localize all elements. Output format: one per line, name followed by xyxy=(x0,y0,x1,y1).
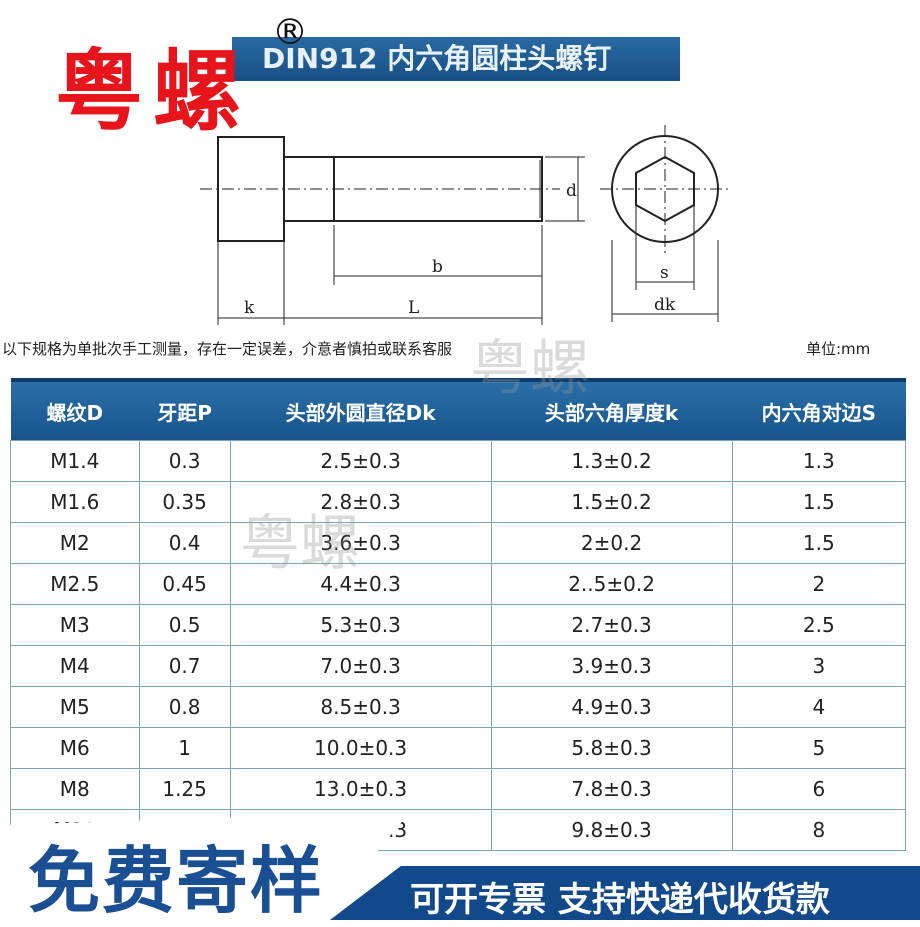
table-cell: 1 xyxy=(138,727,231,769)
table-row: M6 1 10.0±0.3 5.8±0.3 5 xyxy=(10,727,907,769)
hex-socket xyxy=(635,155,695,223)
table-cell: 7.8±0.3 xyxy=(490,768,733,810)
table-cell: 5 xyxy=(731,727,907,769)
label-dk: dk xyxy=(654,295,676,315)
banner-right-bg xyxy=(330,866,920,920)
table-cell: 0.35 xyxy=(138,481,231,523)
label-s: s xyxy=(660,263,669,283)
unit-label: 单位:mm xyxy=(806,340,871,358)
table-row: M2 0.4 3.6±0.3 2±0.2 1.5 xyxy=(10,522,907,564)
table-cell: 2..5±0.2 xyxy=(490,563,733,605)
column-header: 内六角对边S xyxy=(732,378,906,441)
table-cell: 0.45 xyxy=(138,563,231,605)
table-cell: 8 xyxy=(731,809,907,851)
screw-drawing: k L b d s dk xyxy=(200,125,732,325)
table-cell: 1.5 xyxy=(731,522,907,564)
watermark: 粤螺 xyxy=(240,509,360,579)
spec-table: 螺纹D 牙距P 头部外圆直径Dk 头部六角厚度k 内六角对边S M1.4 0.3 2.5±0… xyxy=(10,378,907,851)
table-cell: 3 xyxy=(731,645,907,687)
table-cell: 0.8 xyxy=(138,686,231,728)
brand-logo: 粤螺 xyxy=(55,40,252,143)
table-row: M1.4 0.3 2.5±0.3 1.3±0.2 1.3 xyxy=(10,440,907,482)
table-cell: M2.5 xyxy=(10,563,140,605)
table-cell: 2.5±0.3 xyxy=(229,440,492,482)
table-cell: M6 xyxy=(10,727,140,769)
table-cell: 10.0±0.3 xyxy=(229,727,492,769)
watermark: 粤螺 xyxy=(470,334,590,404)
table-cell: 0.7 xyxy=(138,645,231,687)
table-row: M8 1.25 13.0±0.3 7.8±0.3 6 xyxy=(10,768,907,810)
table-cell: 0.5 xyxy=(138,604,231,646)
table-cell: 4.4±0.3 xyxy=(229,563,492,605)
head-end-view xyxy=(611,135,719,243)
measurement-note: 以下规格为单批次手工测量，存在一定误差，介意者慎拍或联系客服 xyxy=(2,340,453,358)
table-cell: 13.0±0.3 xyxy=(229,768,492,810)
table-cell: 9.8±0.3 xyxy=(490,809,733,851)
table-row: M4 0.7 7.0±0.3 3.9±0.3 3 xyxy=(10,645,907,687)
table-cell: 4 xyxy=(731,686,907,728)
column-header: 螺纹D xyxy=(10,378,140,441)
table-cell: M2 xyxy=(10,522,140,564)
table-cell: M3 xyxy=(10,604,140,646)
table-cell: 1.25 xyxy=(138,768,231,810)
table-cell: 5.3±0.3 xyxy=(229,604,492,646)
table-cell: M8 xyxy=(10,768,140,810)
table-cell: 4.9±0.3 xyxy=(490,686,733,728)
table-header-row: 螺纹D 牙距P 头部外圆直径Dk 头部六角厚度k 内六角对边S xyxy=(10,378,906,441)
table-cell: 1.5 xyxy=(731,481,907,523)
table-row: M2.5 0.45 4.4±0.3 2..5±0.2 2 xyxy=(10,563,907,605)
table-cell: 1.5±0.2 xyxy=(490,481,733,523)
table-cell: M1.4 xyxy=(10,440,140,482)
table-cell: 1.3±0.2 xyxy=(490,440,733,482)
table-cell: 3.9±0.3 xyxy=(490,645,733,687)
table-cell: 2±0.2 xyxy=(490,522,733,564)
column-header: 牙距P xyxy=(139,378,231,441)
table-cell: M1.6 xyxy=(10,481,140,523)
column-header: 头部外圆直径Dk xyxy=(230,378,492,441)
table-cell: 2 xyxy=(731,563,907,605)
table-cell: 1.3 xyxy=(731,440,907,482)
table-cell: 6 xyxy=(731,768,907,810)
label-b: b xyxy=(432,257,443,277)
table-row: M1.6 0.35 2.8±0.3 1.5±0.2 1.5 xyxy=(10,481,907,523)
invoice-delivery-text: 可开专票 支持快递代收货款 xyxy=(410,880,830,920)
title-bar: DIN912 内六角圆柱头螺钉 xyxy=(232,37,680,81)
table-cell: 0.4 xyxy=(138,522,231,564)
column-header: 头部六角厚度k xyxy=(491,378,733,441)
page-title: DIN912 内六角圆柱头螺钉 xyxy=(262,42,612,75)
label-d: d xyxy=(566,181,577,201)
label-k: k xyxy=(244,298,255,318)
registered-mark: ® xyxy=(272,12,308,53)
table-cell: 2.7±0.3 xyxy=(490,604,733,646)
table-row: M3 0.5 5.3±0.3 2.7±0.3 2.5 xyxy=(10,604,907,646)
free-sample-text: 免费寄样 xyxy=(28,839,325,923)
table-cell: M4 xyxy=(10,645,140,687)
label-L: L xyxy=(408,298,419,318)
table-row: M5 0.8 8.5±0.3 4.9±0.3 4 xyxy=(10,686,907,728)
table-cell: 0.3 xyxy=(138,440,231,482)
table-cell: 2.5 xyxy=(731,604,907,646)
table-cell: 5.8±0.3 xyxy=(490,727,733,769)
table-cell: 7.0±0.3 xyxy=(229,645,492,687)
table-cell: 3.6±0.3 xyxy=(229,522,492,564)
table-cell: 8.5±0.3 xyxy=(229,686,492,728)
table-cell: M5 xyxy=(10,686,140,728)
